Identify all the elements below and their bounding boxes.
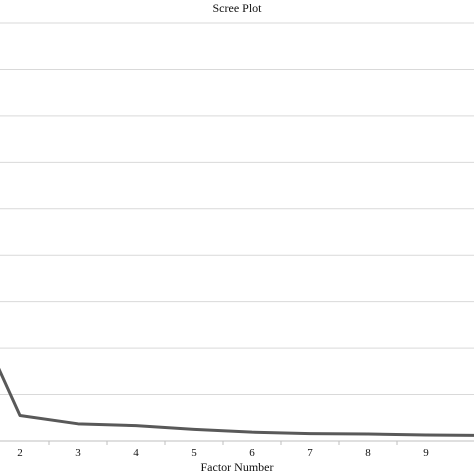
x-tick-labels: 2 3 4 5 6 7 8 9: [17, 441, 429, 459]
x-tick-label: 4: [133, 447, 139, 459]
x-tick-label: 2: [17, 447, 23, 459]
x-tick-label: 8: [365, 447, 371, 459]
gridlines: [0, 22, 474, 396]
chart-title: Scree Plot: [213, 1, 263, 15]
series-layer: [0, 367, 474, 437]
x-tick-label: 3: [75, 447, 81, 459]
x-tick-label: 9: [423, 447, 429, 459]
series-line: [0, 367, 474, 437]
x-axis-title: Factor Number: [201, 460, 274, 474]
x-tick-label: 6: [249, 447, 255, 459]
x-tick-label: 5: [191, 447, 197, 459]
x-tick-label: 7: [307, 447, 313, 459]
